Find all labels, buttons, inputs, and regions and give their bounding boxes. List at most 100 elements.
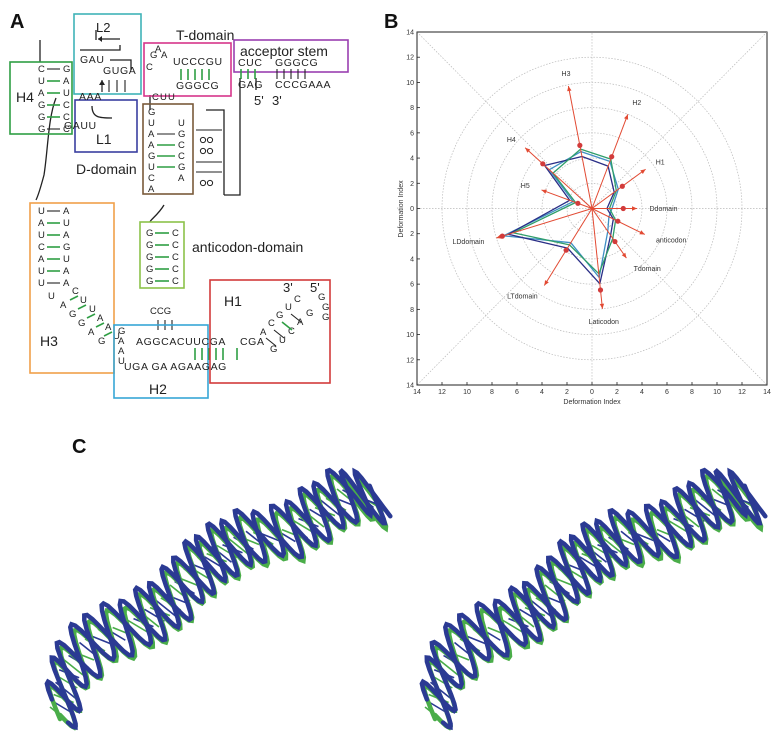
spoke-dot-6 (597, 287, 604, 293)
d-left-5: U (148, 162, 155, 173)
h4-left-0: C (38, 64, 45, 75)
l1-box (74, 99, 138, 153)
h3-left-4: A (38, 254, 45, 265)
h1-tail-1: G (322, 302, 329, 313)
x-tick-label: 8 (490, 389, 494, 396)
rna-structure-left (44, 467, 393, 731)
radar-x-ticks: 14 12 10 8 6 4 2 0 2 4 6 8 10 12 14 (413, 382, 771, 396)
l2-top-seq: GAU (80, 54, 105, 66)
y-tick-label: 12 (406, 357, 414, 364)
tu-0: C (152, 92, 159, 103)
h4-left-3: G (38, 100, 45, 111)
spoke-label-4: anticodon (656, 238, 686, 245)
anti-left-2: G (146, 252, 153, 263)
h3-left-1: A (38, 218, 45, 229)
d-right-5: A (178, 173, 185, 184)
tu-2: U (168, 92, 175, 103)
t-loop-bottom-seq: GGGCG (176, 80, 219, 92)
l1-pairs (99, 80, 126, 92)
h3-left-0: U (38, 206, 45, 217)
t-side-1: G (150, 50, 157, 61)
x-tick-label: 0 (590, 389, 594, 396)
backbone-blue-1 (49, 467, 393, 731)
h4-right-3: C (63, 100, 70, 111)
h1-box (209, 279, 331, 384)
x-tick-label: 12 (438, 389, 446, 396)
spoke-arrow-5 (591, 208, 627, 259)
h3-diag-left-4: A (88, 327, 95, 338)
h2-top-seq: AGGCACUUCGA (136, 336, 226, 348)
three-prime-h1-label: 3' (283, 280, 293, 295)
h4-left-1: U (38, 76, 45, 87)
acc-top-seq: CUC (238, 57, 263, 69)
x-axis-title: Deformation Index (563, 399, 621, 406)
base-pair-rung (635, 532, 656, 543)
radar-series (502, 148, 619, 285)
spoke-arrowhead-7 (544, 280, 549, 286)
l2-label: L2 (96, 20, 110, 35)
y-tick-label: 6 (410, 282, 414, 289)
y-tick-label: 6 (410, 130, 414, 137)
y-tick-label: 8 (410, 105, 414, 112)
five-prime-label: 5' (254, 93, 264, 108)
spoke-dot-0 (577, 142, 583, 148)
radar-arrows (496, 85, 646, 309)
h3-diag-right-2: U (89, 304, 96, 315)
anti-right-3: C (172, 264, 179, 275)
h3-right-5: A (63, 266, 70, 277)
spoke-arrowhead-4 (639, 230, 645, 235)
t-domain-box (143, 42, 232, 97)
spoke-dot-7 (563, 247, 569, 253)
base-pair-rung (530, 599, 551, 617)
base-pair-rung (62, 658, 84, 676)
base-pair-rung (260, 532, 281, 543)
anticodon-loop-seq: CCG (150, 306, 171, 317)
anti-right-4: C (172, 276, 179, 287)
t-domain-label: T-domain (176, 27, 234, 43)
spoke-arrowhead-2 (640, 169, 646, 174)
h2-side-3: U (118, 356, 125, 367)
d-right-3: C (178, 151, 185, 162)
h4-right-2: U (63, 88, 70, 99)
base-pair-rung (155, 599, 176, 617)
d-domain-box (142, 103, 194, 195)
d-domain-label: D-domain (76, 161, 137, 177)
h3-diag-right-4: A (105, 322, 112, 333)
spoke-arrow-7 (543, 208, 593, 286)
x-tick-label: 14 (763, 389, 771, 396)
base-pair-rung (695, 499, 716, 517)
h3-right-3: G (63, 242, 70, 253)
backbone-blue-2 (419, 467, 763, 714)
spoke-arrowhead-0 (567, 85, 572, 92)
spoke-label-10: H4 (507, 137, 516, 144)
backbone-blue-1 (424, 467, 768, 731)
d-right-0: U (178, 118, 185, 129)
h2-side-2: A (118, 346, 125, 357)
anti-left-1: G (146, 240, 153, 251)
base-pair-rung (201, 554, 223, 569)
h4-right-5: C (63, 124, 70, 135)
h1-diag-bottom-1: U (279, 335, 286, 346)
l1-label: L1 (96, 131, 112, 147)
spoke-arrowhead-3 (632, 206, 637, 211)
h3-diag-left-2: G (69, 309, 76, 320)
h4-right-1: A (63, 76, 70, 87)
h1-tail-0: G (318, 292, 325, 303)
anticodon-domain-label: anticodon-domain (192, 239, 303, 255)
d-right-1: G (178, 129, 185, 140)
h3-label: H3 (40, 333, 58, 349)
h2-label: H2 (149, 381, 167, 397)
h2-side: G A A U (118, 326, 125, 367)
panel-a-label: A (10, 11, 24, 33)
h1-diag-bottom-0: G (270, 344, 277, 355)
rna-structure-right (419, 467, 768, 731)
anticodon-domain-box (139, 221, 185, 289)
spoke-arrowhead-9 (541, 189, 547, 194)
y-tick-label: 0 (410, 206, 414, 213)
spoke-label-2: H1 (656, 159, 665, 166)
h3-diag-left-0: U (48, 291, 55, 302)
y-axis-title: Deformation Index (398, 180, 405, 238)
h2-bottom-seq: UGA GA AGAAGAG (124, 361, 227, 373)
h3-box (29, 202, 115, 374)
